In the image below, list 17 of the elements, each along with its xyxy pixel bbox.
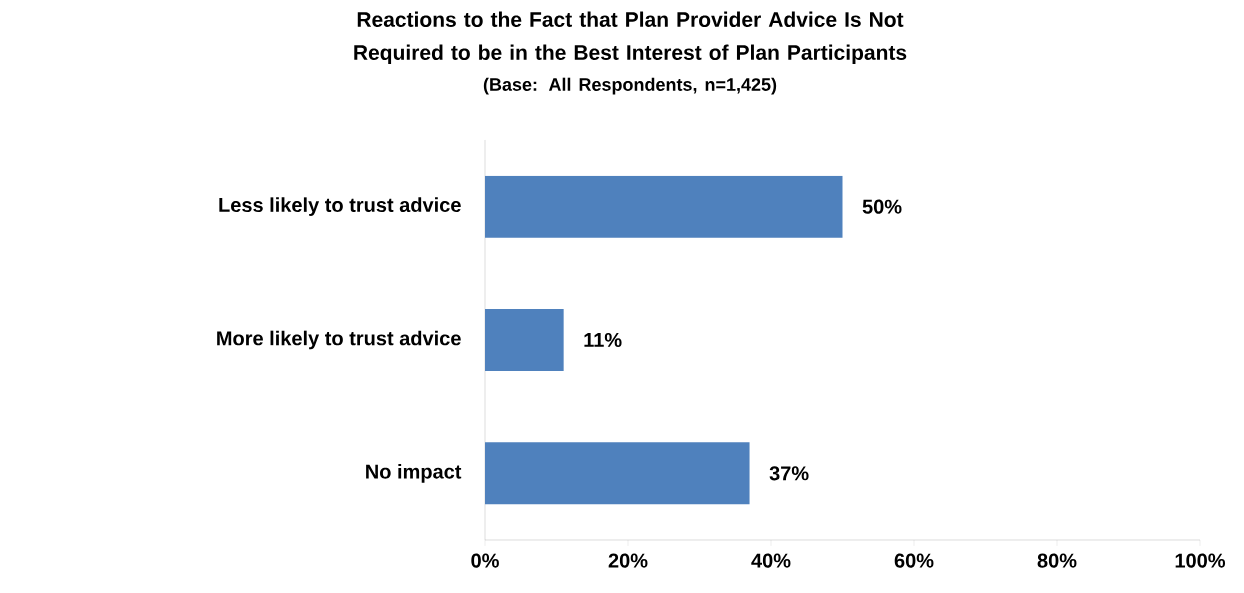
x-tick-label: 40%: [751, 553, 791, 568]
x-tick-label: 100%: [1175, 553, 1226, 568]
y-tick-label: More likely to trust advice: [217, 330, 461, 350]
data-label: 37%: [769, 466, 809, 481]
x-tick-label: 20%: [608, 553, 648, 568]
y-tick-label: Less likely to trust advice: [219, 197, 461, 216]
x-tick-label: 80%: [1037, 553, 1077, 568]
chart-subtitle: (Base: All Respondents, n=1,425): [483, 77, 777, 95]
bar: [485, 175, 843, 238]
bar: [485, 442, 750, 505]
chart-title: Reactions to the Fact that Plan Provider Advice Is Not Required to be in the Best Interest of Plan Participants: [354, 11, 907, 65]
data-label: 11%: [584, 332, 622, 348]
y-tick-label: No impact: [366, 464, 462, 483]
data-label: 50%: [862, 199, 902, 214]
x-tick-label: 0%: [471, 553, 499, 568]
x-tick-label: 60%: [894, 553, 934, 568]
bar: [485, 308, 564, 371]
